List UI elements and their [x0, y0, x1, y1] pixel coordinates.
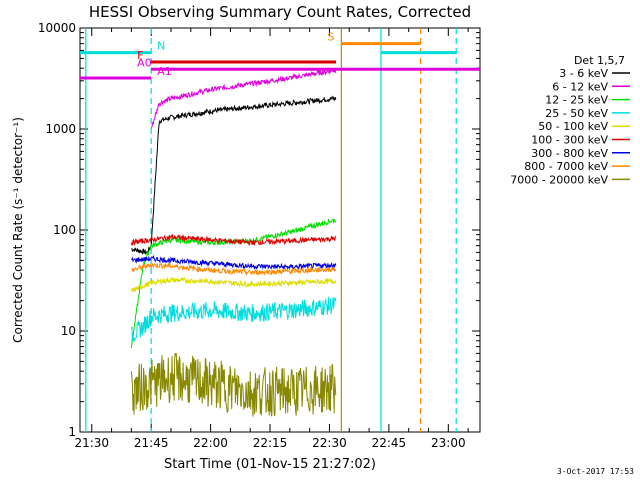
footer-timestamp: 3-Oct-2017 17:53	[556, 467, 634, 476]
y-tick-label: 10000	[38, 21, 76, 35]
x-tick-label: 23:00	[431, 436, 466, 450]
legend-entry-label: 7000 - 20000 keV	[510, 173, 608, 186]
series-line	[130, 233, 337, 246]
x-axis-label: Start Time (01-Nov-15 21:27:02)	[164, 457, 376, 472]
legend-entry-label: 12 - 25 keV	[545, 94, 608, 107]
legend-entry-label: 50 - 100 keV	[538, 120, 608, 133]
x-tick-label: 21:30	[74, 436, 109, 450]
series-line	[150, 68, 337, 129]
x-tick-label: 21:45	[134, 436, 169, 450]
x-tick-label: 22:30	[312, 436, 347, 450]
annotation-label: A0	[137, 56, 152, 69]
annotation-label: N	[157, 40, 165, 53]
series-line	[130, 296, 337, 342]
plot-area: 1 10 100 1000 10000 21:30 21:45 22:00 22:15 22:30…	[38, 21, 481, 450]
legend-title: Det 1,5,7	[574, 54, 625, 67]
series-line	[130, 352, 337, 417]
series-line	[131, 262, 337, 276]
chart-title: HESSI Observing Summary Count Rates, Cor…	[89, 3, 471, 21]
series-line	[131, 95, 337, 256]
y-axis-label: Corrected Count Rate (s⁻¹ detector⁻¹)	[11, 117, 25, 343]
legend-entry-label: 25 - 50 keV	[545, 107, 608, 120]
y-tick-label: 100	[53, 223, 76, 237]
annotation-label: S	[327, 31, 334, 44]
x-tick-label: 22:45	[372, 436, 407, 450]
series-line	[130, 276, 337, 293]
series-line	[131, 254, 337, 271]
legend-entry-label: 100 - 300 keV	[531, 134, 608, 147]
annotation-label: F	[137, 49, 143, 62]
x-tick-label: 22:15	[253, 436, 288, 450]
y-tick-label: 1	[68, 425, 76, 439]
annotation-label: A1	[157, 65, 172, 78]
legend-entry-label: 800 - 7000 keV	[524, 160, 608, 173]
x-tick-label: 22:00	[193, 436, 228, 450]
legend-entry-label: 6 - 12 keV	[552, 80, 608, 93]
y-tick-label: 10	[61, 324, 76, 338]
legend-entry-label: 300 - 800 keV	[531, 147, 608, 160]
legend-entry-label: 3 - 6 keV	[559, 67, 608, 80]
y-tick-label: 1000	[45, 122, 76, 136]
